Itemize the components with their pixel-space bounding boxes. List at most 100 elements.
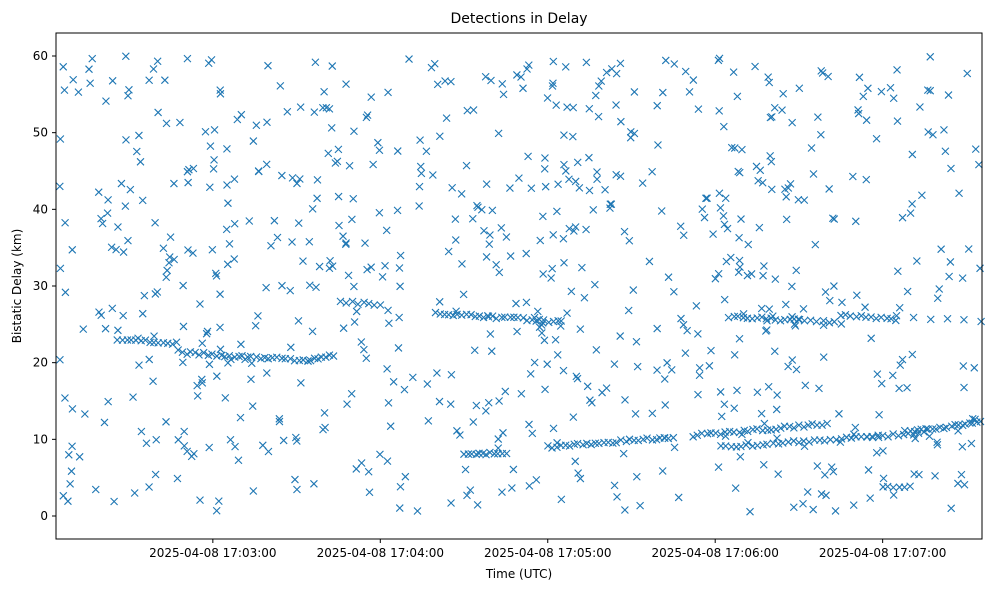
data-point (563, 309, 571, 318)
data-point (183, 350, 192, 359)
data-point (612, 69, 621, 78)
data-point (183, 167, 192, 176)
data-point (334, 145, 343, 154)
x-tick-label: 2025-04-08 17:03:00 (149, 546, 276, 560)
data-point (819, 316, 828, 325)
data-point (174, 435, 183, 444)
data-point (625, 435, 634, 444)
data-point (568, 132, 577, 141)
data-point (864, 84, 872, 93)
data-point (760, 419, 769, 428)
data-point (947, 164, 955, 173)
data-point (602, 68, 611, 77)
data-point (645, 257, 654, 266)
data-point (557, 317, 566, 325)
data-point (339, 324, 348, 333)
data-point (941, 147, 950, 156)
data-point (759, 460, 768, 469)
data-point (852, 291, 861, 300)
data-point (180, 427, 189, 436)
data-point (889, 94, 898, 103)
data-point (103, 209, 112, 217)
data-point (753, 388, 762, 397)
data-point (679, 320, 688, 329)
data-point (715, 107, 724, 115)
y-tick-label: 10 (33, 432, 48, 446)
data-point (567, 287, 576, 296)
data-point (304, 357, 312, 365)
data-point (373, 138, 382, 147)
data-point (554, 180, 562, 189)
data-point (727, 143, 736, 152)
data-point (848, 172, 857, 181)
data-point (767, 185, 776, 194)
data-point (163, 266, 172, 275)
data-point (168, 340, 177, 348)
data-point (509, 465, 518, 474)
data-point (854, 106, 862, 114)
data-point (711, 429, 720, 438)
data-point (173, 474, 182, 483)
data-point (135, 361, 143, 370)
data-point (771, 275, 780, 284)
data-point (781, 300, 790, 309)
data-point (697, 429, 706, 438)
data-point (612, 438, 621, 447)
data-point (230, 255, 239, 263)
data-point (482, 180, 491, 189)
data-point (457, 190, 466, 198)
data-point (762, 326, 771, 334)
data-point (767, 112, 776, 121)
data-point (945, 272, 954, 281)
data-point (591, 439, 600, 448)
data-point (935, 285, 944, 293)
data-point (114, 223, 122, 231)
data-point (812, 317, 821, 326)
data-point (417, 169, 426, 178)
data-point (389, 377, 398, 386)
data-point (838, 298, 846, 307)
data-point (849, 501, 858, 509)
data-point (474, 203, 482, 212)
data-point (663, 358, 671, 367)
data-point (104, 195, 112, 204)
data-point (670, 443, 679, 452)
data-point (146, 338, 155, 347)
data-point (960, 480, 969, 489)
data-point (499, 428, 507, 437)
data-point (223, 260, 232, 269)
data-point (610, 360, 619, 369)
data-point (367, 263, 376, 272)
data-point (958, 421, 967, 430)
data-point (488, 312, 497, 321)
data-point (693, 431, 702, 440)
data-point (339, 232, 347, 241)
data-point (606, 204, 614, 213)
data-point (308, 327, 317, 336)
data-point (251, 321, 260, 330)
data-point (819, 353, 828, 361)
data-point (864, 466, 873, 474)
data-point (822, 491, 830, 500)
data-point (795, 84, 804, 93)
data-point (571, 457, 580, 466)
data-point (565, 224, 574, 233)
data-point (396, 482, 405, 491)
data-point (370, 301, 379, 310)
chart-title: Detections in Delay (450, 11, 587, 27)
y-tick-label: 20 (33, 356, 48, 370)
data-point (648, 409, 657, 418)
data-point (367, 93, 376, 102)
data-point (765, 305, 774, 313)
data-point (86, 79, 95, 88)
data-point (719, 211, 728, 220)
data-point (730, 404, 739, 413)
data-point (275, 417, 284, 426)
data-point (130, 489, 139, 497)
data-point (401, 472, 410, 481)
data-point (681, 67, 690, 76)
data-point (394, 344, 403, 352)
data-point (707, 346, 715, 355)
x-tick-label: 2025-04-08 17:04:00 (317, 546, 444, 560)
data-point (766, 113, 775, 122)
